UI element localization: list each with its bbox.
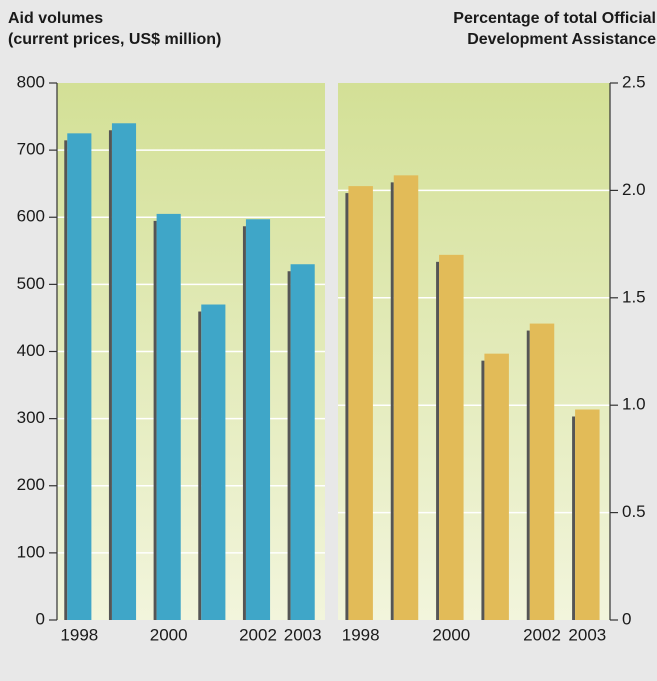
bar-shadow [526, 330, 530, 620]
bar-shadow [242, 226, 246, 621]
bar-shadow [345, 193, 349, 620]
bar [111, 123, 137, 621]
bar-shadow [198, 311, 202, 620]
x-tick-label: 2002 [523, 625, 561, 644]
x-tick-label: 2000 [432, 625, 470, 644]
y-tick-label: 0 [622, 609, 631, 628]
bar [529, 323, 555, 620]
bar-shadow [153, 220, 157, 621]
bar [393, 175, 419, 620]
chart-title: Aid volumes [8, 10, 103, 27]
y-tick-label: 100 [17, 542, 45, 561]
y-tick-label: 800 [17, 72, 45, 91]
y-tick-label: 2.5 [622, 72, 646, 91]
x-tick-label: 1998 [342, 625, 380, 644]
bar [156, 213, 181, 621]
y-tick-label: 400 [17, 341, 45, 360]
bar [439, 254, 464, 620]
bar [484, 353, 509, 620]
y-tick-label: 200 [17, 475, 45, 494]
x-tick-label: 2002 [239, 625, 277, 644]
plot-area [338, 83, 610, 620]
y-tick-label: 2.0 [622, 180, 646, 199]
bar-shadow [64, 140, 68, 620]
bar-shadow [108, 130, 112, 620]
bar-shadow [481, 360, 485, 620]
chart-title: (current prices, US$ million) [8, 31, 221, 48]
x-tick-label: 1998 [60, 625, 98, 644]
y-tick-label: 600 [17, 207, 45, 226]
y-tick-label: 0 [36, 609, 45, 628]
x-tick-label: 2003 [568, 625, 606, 644]
chart-title: Development Assistance [467, 31, 656, 48]
y-tick-label: 1.0 [622, 395, 646, 414]
bar-shadow [287, 271, 291, 620]
chart-title: Percentage of total Official [453, 10, 656, 27]
bar [201, 304, 226, 620]
bar [290, 264, 315, 620]
y-tick-label: 1.5 [622, 287, 646, 306]
x-tick-label: 2003 [284, 625, 322, 644]
y-tick-label: 300 [17, 408, 45, 427]
y-tick-label: 500 [17, 274, 45, 293]
bar-shadow [572, 416, 576, 620]
y-tick-label: 0.5 [622, 502, 646, 521]
bar [67, 133, 92, 620]
bar [575, 409, 600, 620]
bar-shadow [436, 261, 440, 620]
bar-shadow [390, 182, 394, 620]
bar [348, 186, 373, 620]
x-tick-label: 2000 [150, 625, 188, 644]
y-tick-label: 700 [17, 140, 45, 159]
bar [245, 219, 271, 621]
